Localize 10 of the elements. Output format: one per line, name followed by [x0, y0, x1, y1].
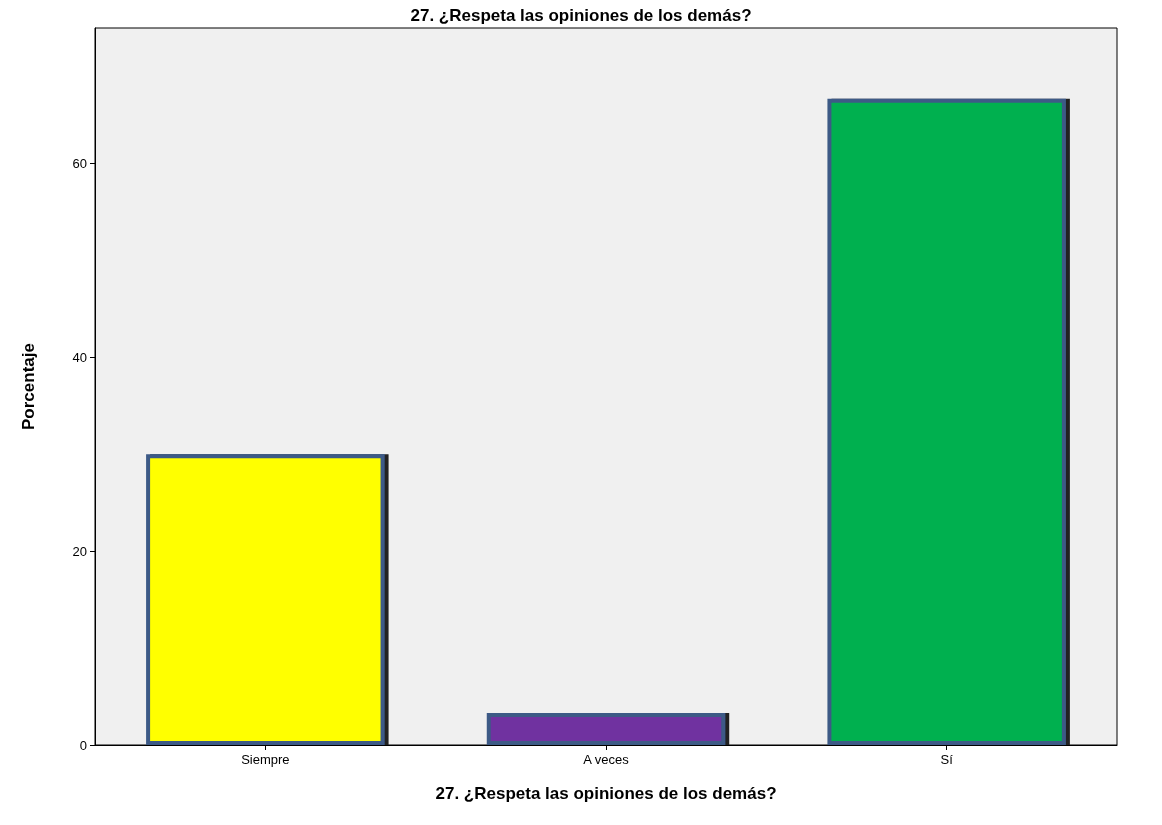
y-tick-label: 0: [79, 737, 87, 753]
chart-title: 27. ¿Respeta las opiniones de los demás?: [410, 6, 752, 25]
x-axis-title: 27. ¿Respeta las opiniones de los demás?: [435, 784, 777, 803]
x-tick-label: Siempre: [241, 752, 290, 767]
x-tick-label: A veces: [583, 752, 630, 767]
y-tick-label: 20: [72, 543, 87, 559]
y-axis-title: Porcentaje: [19, 343, 38, 430]
y-tick-label: 40: [72, 349, 87, 365]
x-tick-label: Sí: [940, 752, 954, 767]
y-tick-label: 60: [72, 156, 87, 172]
